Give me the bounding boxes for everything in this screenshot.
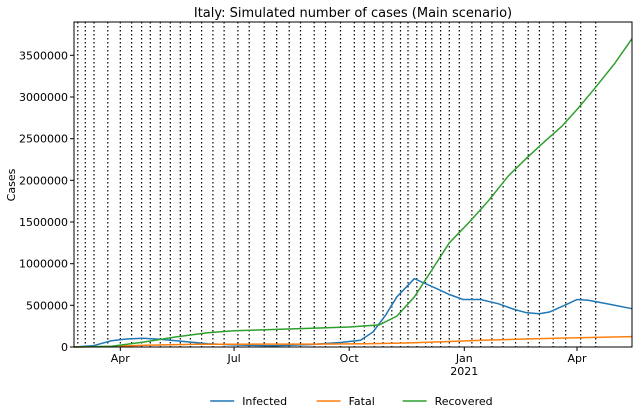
y-axis-ticks: 0 500000 1000000 1500000 2000000 2500000 30000…	[19, 49, 74, 354]
y-tick-label: 500000	[26, 299, 68, 312]
series-line-infected	[73, 277, 633, 348]
y-tick-label: 2000000	[19, 174, 68, 187]
x-tick-label: Apr	[567, 352, 587, 365]
series-lines	[73, 38, 633, 348]
y-tick-label: 1000000	[19, 258, 68, 271]
change-date-lines	[77, 22, 597, 347]
series-line-recovered	[73, 38, 633, 348]
y-tick-label: 3500000	[19, 49, 68, 62]
x-tick-sublabel: 2021	[450, 365, 478, 378]
series-line-fatal	[73, 335, 633, 348]
x-tick-label: Jan	[455, 352, 473, 365]
x-tick-label: Oct	[340, 352, 360, 365]
plot-frame	[73, 21, 633, 348]
chart-title: Italy: Simulated number of cases (Main s…	[194, 6, 512, 21]
legend-label-infected: Infected	[242, 395, 287, 408]
x-tick-label: Apr	[111, 352, 131, 365]
legend-label-recovered: Recovered	[435, 395, 493, 408]
y-tick-label: 1500000	[19, 216, 68, 229]
y-tick-label: 3000000	[19, 91, 68, 104]
legend: Infected Fatal Recovered	[210, 395, 493, 408]
y-axis-label: Cases	[5, 168, 18, 201]
legend-label-fatal: Fatal	[349, 395, 375, 408]
y-tick-label: 0	[61, 341, 68, 354]
x-tick-label: Jul	[226, 352, 240, 365]
y-tick-label: 2500000	[19, 133, 68, 146]
